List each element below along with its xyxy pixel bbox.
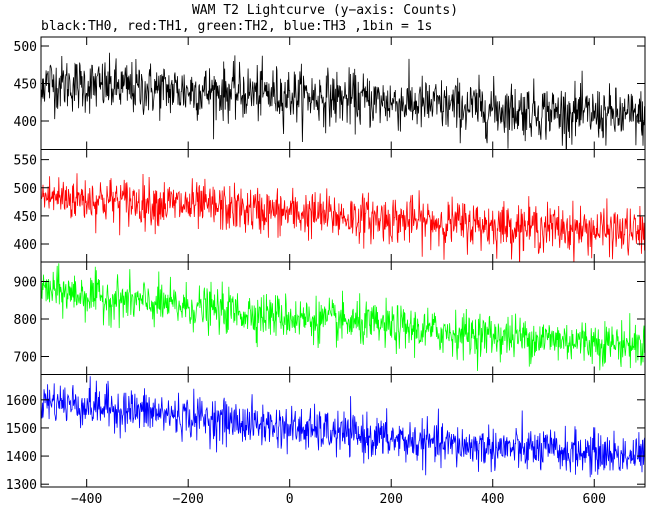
y-tick-label-th1: 450 — [14, 210, 37, 225]
y-tick-label-th2: 700 — [14, 351, 37, 366]
x-tick-label: −400 — [71, 492, 102, 505]
chart-title: WAM T2 Lightcurve (y−axis: Counts) — [192, 3, 458, 18]
y-tick-label-th3: 1300 — [6, 478, 37, 493]
y-tick-label-th3: 1500 — [6, 422, 37, 437]
panel-frame-th1 — [40, 149, 646, 263]
x-tick-label: 200 — [379, 492, 402, 505]
x-tick-label: 400 — [481, 492, 504, 505]
series-line-th0 — [41, 52, 645, 150]
series-line-th3 — [41, 376, 645, 478]
x-tick-label: 600 — [583, 492, 606, 505]
y-tick-label-th1: 550 — [14, 154, 37, 169]
y-tick-label-th2: 900 — [14, 276, 37, 291]
y-tick-label-th0: 500 — [14, 40, 37, 55]
y-tick-label-th1: 400 — [14, 238, 37, 253]
series-line-th2 — [41, 262, 645, 372]
y-tick-label-th3: 1400 — [6, 450, 37, 465]
y-tick-label-th1: 500 — [14, 182, 37, 197]
y-tick-label-th2: 800 — [14, 313, 37, 328]
series-line-th1 — [41, 173, 645, 262]
x-tick-label: −200 — [173, 492, 204, 505]
y-tick-label-th0: 450 — [14, 78, 37, 93]
y-tick-label-th3: 1600 — [6, 394, 37, 409]
panels-group: 400 450 500 400 450 500 550 700 800 900 1300 1400 15… — [6, 36, 646, 505]
panel-frame-th3 — [40, 374, 646, 488]
y-tick-label-th0: 400 — [14, 115, 37, 130]
chart-subtitle: black:TH0, red:TH1, green:TH2, blue:TH3 … — [41, 19, 432, 34]
x-tick-label: 0 — [286, 492, 294, 505]
